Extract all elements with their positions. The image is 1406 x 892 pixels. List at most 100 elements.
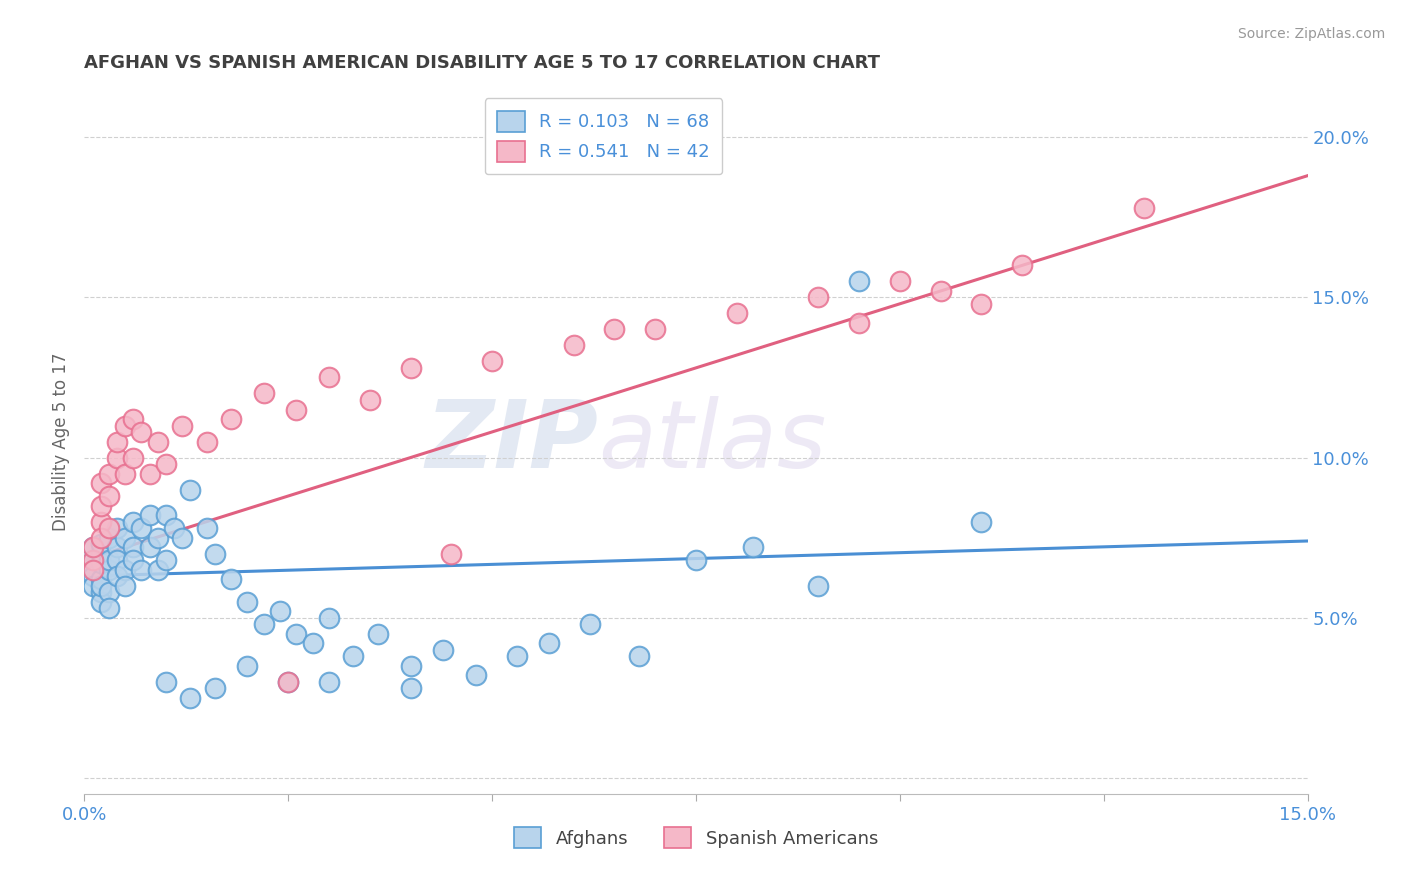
Point [155, 457, 177, 471]
Point [138, 540, 160, 554]
Point [562, 338, 585, 352]
Point [155, 508, 177, 523]
Point [277, 674, 299, 689]
Text: Source: ZipAtlas.com: Source: ZipAtlas.com [1237, 27, 1385, 41]
Point [90, 556, 112, 570]
Point [122, 412, 145, 426]
Point [114, 531, 136, 545]
Point [253, 617, 276, 632]
Point [105, 434, 128, 449]
Point [367, 626, 389, 640]
Point [399, 360, 422, 375]
Point [90, 579, 112, 593]
Point [464, 668, 486, 682]
Point [195, 521, 218, 535]
Point [90, 531, 112, 545]
Point [538, 636, 561, 650]
Point [97, 531, 120, 545]
Point [97, 467, 120, 481]
Point [253, 386, 276, 401]
Point [236, 595, 259, 609]
Point [579, 617, 602, 632]
Point [146, 531, 169, 545]
Point [82, 579, 104, 593]
Point [114, 563, 136, 577]
Point [131, 521, 153, 535]
Point [155, 553, 177, 567]
Point [179, 690, 201, 705]
Y-axis label: Disability Age 5 to 17: Disability Age 5 to 17 [52, 352, 70, 531]
Point [122, 540, 145, 554]
Point [219, 572, 242, 586]
Point [114, 418, 136, 433]
Point [97, 601, 120, 615]
Point [90, 595, 112, 609]
Point [318, 370, 340, 384]
Point [146, 563, 169, 577]
Point [114, 467, 136, 481]
Point [970, 515, 993, 529]
Point [82, 553, 104, 567]
Point [929, 284, 952, 298]
Point [90, 515, 112, 529]
Point [163, 521, 186, 535]
Point [82, 540, 104, 554]
Text: AFGHAN VS SPANISH AMERICAN DISABILITY AGE 5 TO 17 CORRELATION CHART: AFGHAN VS SPANISH AMERICAN DISABILITY AG… [84, 54, 880, 72]
Text: ZIP: ZIP [425, 395, 598, 488]
Point [90, 572, 112, 586]
Point [285, 626, 308, 640]
Point [204, 547, 226, 561]
Point [807, 579, 830, 593]
Point [725, 306, 748, 320]
Point [277, 674, 299, 689]
Point [1011, 258, 1033, 272]
Point [440, 547, 463, 561]
Point [105, 450, 128, 465]
Point [318, 674, 340, 689]
Point [970, 297, 993, 311]
Point [90, 537, 112, 551]
Point [82, 553, 104, 567]
Point [131, 425, 153, 439]
Point [481, 354, 503, 368]
Point [505, 649, 527, 664]
Point [359, 392, 381, 407]
Point [301, 636, 323, 650]
Point [82, 540, 104, 554]
Point [742, 540, 765, 554]
Point [82, 563, 104, 577]
Point [889, 274, 911, 288]
Point [97, 521, 120, 535]
Point [172, 418, 194, 433]
Point [179, 483, 201, 497]
Point [318, 610, 340, 624]
Point [138, 467, 160, 481]
Point [432, 642, 454, 657]
Point [603, 322, 626, 336]
Point [138, 508, 160, 523]
Point [399, 658, 422, 673]
Point [1133, 201, 1156, 215]
Point [90, 499, 112, 513]
Point [204, 681, 226, 696]
Point [131, 563, 153, 577]
Point [105, 553, 128, 567]
Point [342, 649, 364, 664]
Legend: Afghans, Spanish Americans: Afghans, Spanish Americans [506, 820, 886, 855]
Point [285, 402, 308, 417]
Point [644, 322, 666, 336]
Point [90, 547, 112, 561]
Point [82, 563, 104, 577]
Point [122, 553, 145, 567]
Point [848, 274, 870, 288]
Point [105, 521, 128, 535]
Point [97, 489, 120, 503]
Point [172, 531, 194, 545]
Point [114, 579, 136, 593]
Point [105, 569, 128, 583]
Point [685, 553, 707, 567]
Point [105, 540, 128, 554]
Point [146, 434, 169, 449]
Point [82, 569, 104, 583]
Point [219, 412, 242, 426]
